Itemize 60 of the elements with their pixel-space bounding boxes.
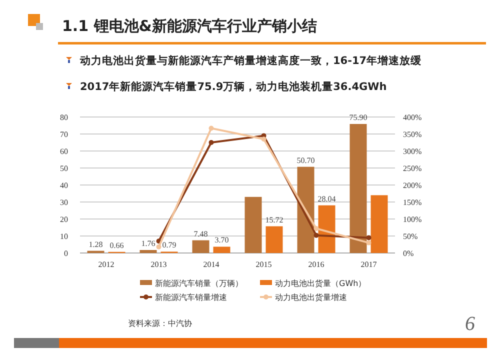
y2-tick-label: 50%	[403, 232, 418, 241]
y2-tick-label: 350%	[403, 130, 422, 139]
x-tick-label: 2016	[308, 260, 324, 269]
legend-label: 动力电池出货量增速	[275, 293, 347, 302]
y-tick-label: 20	[60, 215, 68, 224]
y-tick-label: 60	[60, 147, 68, 156]
y-tick-label: 0	[64, 249, 68, 258]
bar	[370, 195, 388, 253]
y-tick-label: 40	[60, 181, 68, 190]
y-tick-label: 10	[60, 232, 68, 241]
y-tick-label: 50	[60, 164, 68, 173]
chart-title: 1.1 锂电池&新能源汽车行业产销小结	[62, 17, 317, 35]
chart-subtitle: 动力电池出货量与新能源汽车产销量增速高度一致，16-17年增速放缓	[79, 54, 423, 67]
y2-tick-label: 0%	[403, 249, 414, 258]
text: 资料来源：中汽协	[128, 319, 192, 328]
y2-tick-label: 400%	[403, 113, 422, 122]
y-tick-label: 80	[60, 113, 68, 122]
y-tick-label: 30	[60, 198, 68, 207]
data-label: 15.72	[265, 215, 284, 224]
y2-tick-label: 100%	[403, 215, 422, 224]
y-tick-label: 70	[60, 130, 68, 139]
x-tick-label: 2014	[203, 260, 220, 269]
x-tick-label: 2013	[150, 260, 167, 269]
point	[366, 240, 372, 246]
legend-label: 动力电池出货量（GWh）	[275, 279, 366, 288]
y2-tick-label: 150%	[403, 198, 422, 207]
data-label: 1.28	[88, 240, 103, 249]
data-label: 1.76	[141, 239, 156, 248]
data-label: 0.79	[162, 240, 176, 250]
data-label: 28.04	[318, 194, 336, 204]
legend-label: 新能源汽车销量（万辆）	[155, 279, 243, 288]
point	[314, 232, 319, 238]
bar	[140, 250, 157, 253]
x-tick-label: 2017	[360, 260, 377, 269]
text: 2017年新能源汽车销量75.9万辆，动力电池装机量36.4GWh	[80, 80, 387, 93]
y2-tick-label: 200%	[403, 181, 422, 190]
legend-label: 新能源汽车销量增速	[155, 293, 227, 302]
data-label: 50.70	[296, 156, 315, 165]
x-tick-label: 2015	[256, 260, 272, 269]
bar	[244, 196, 262, 253]
data-label: 0.66	[110, 240, 124, 250]
point	[208, 140, 214, 145]
bar	[297, 166, 314, 253]
bar	[213, 246, 230, 253]
bar	[318, 205, 336, 253]
bar	[192, 240, 210, 253]
text: 6	[465, 313, 475, 335]
data-label: 75.90	[349, 112, 368, 122]
point	[366, 235, 372, 240]
y2-tick-label: 300%	[403, 147, 422, 156]
point	[156, 244, 162, 250]
data-label: 7.48	[194, 229, 208, 238]
y2-tick-label: 250%	[403, 164, 422, 173]
x-tick-label: 2012	[98, 260, 114, 269]
point	[314, 226, 319, 232]
point	[261, 136, 266, 142]
point	[208, 126, 214, 131]
data-label: 3.70	[214, 236, 229, 245]
bar	[350, 124, 367, 253]
bar	[266, 226, 283, 253]
